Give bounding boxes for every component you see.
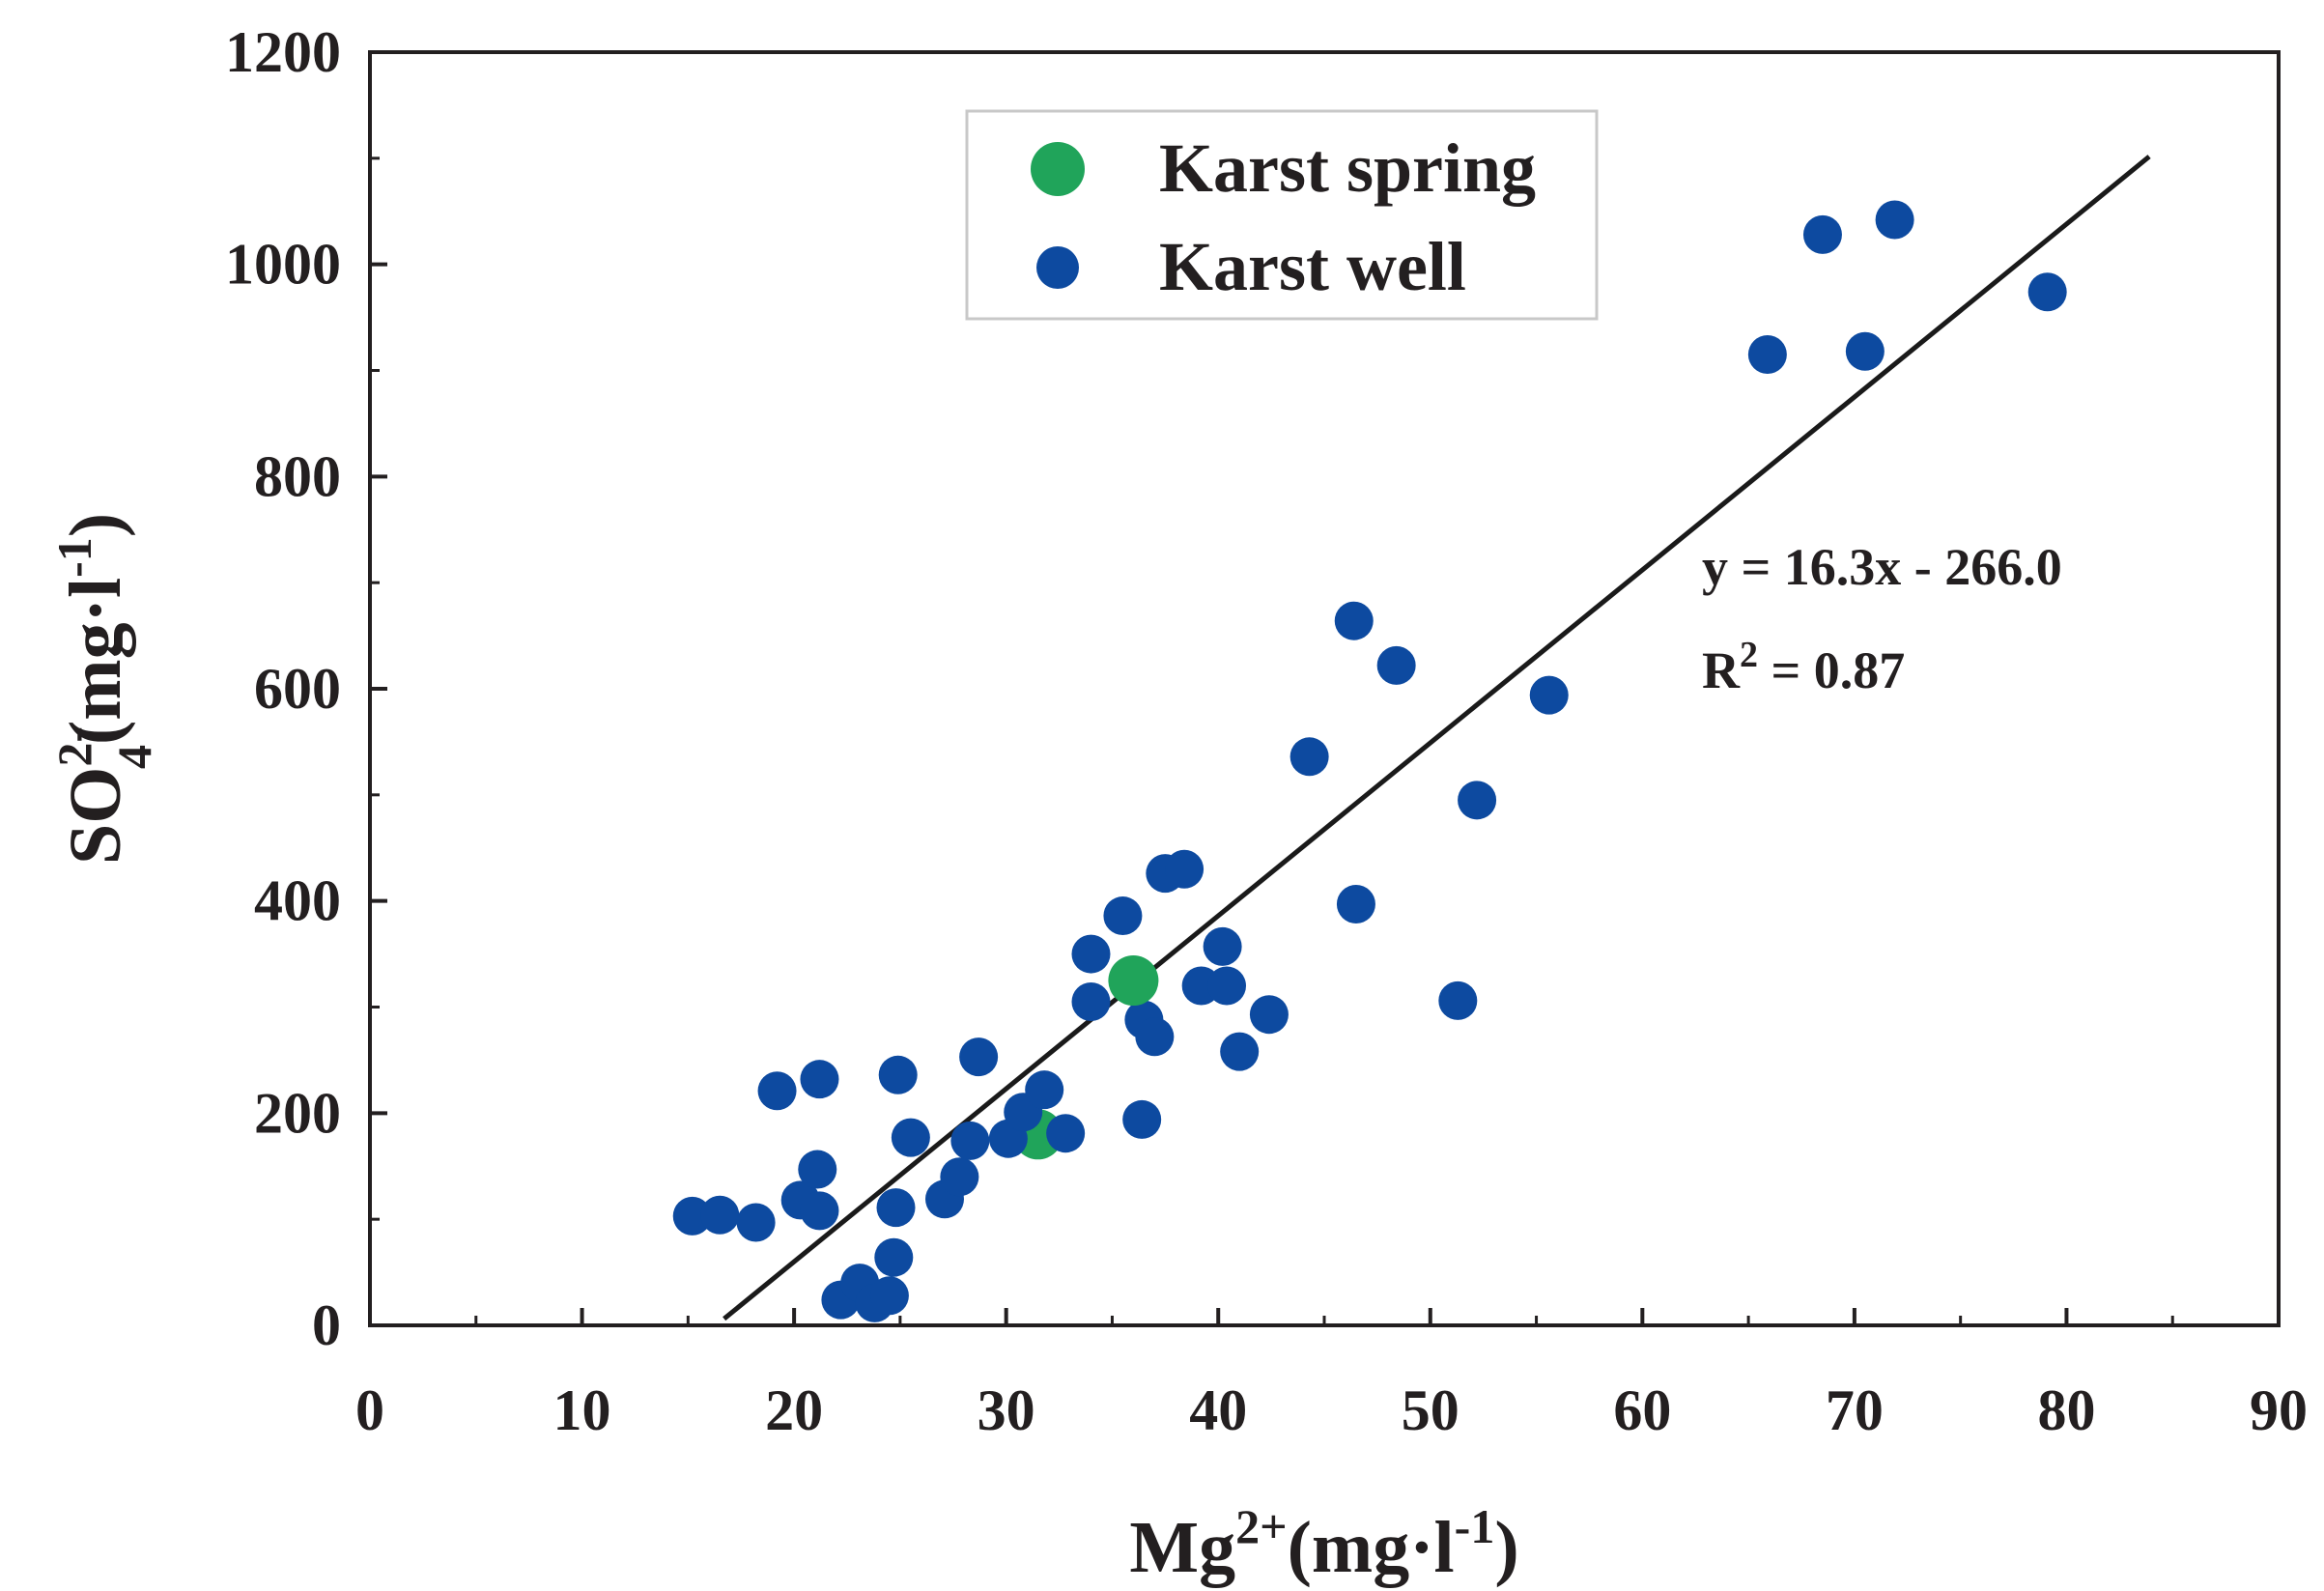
trendline-equation: y = 16.3x - 266.0 [1702,538,2062,596]
y-axis-title: SO2- 4(mg·l-1) [47,513,161,865]
x-tick-label: 80 [2037,1378,2095,1442]
point-karst-well [1747,335,1787,375]
point-karst-well [1103,896,1143,936]
point-karst-well [700,1195,740,1235]
point-karst-well [1802,214,1842,254]
legend: Karst spring Karst well [965,109,1599,321]
point-karst-well [1220,1032,1260,1071]
x-tick-label: 0 [355,1378,384,1442]
x-tick-label: 50 [1402,1378,1460,1442]
x-tick-label: 60 [1613,1378,1671,1442]
x-tick-label: 40 [1189,1378,1247,1442]
x-tick-labels: 0 10 20 30 40 50 60 70 80 90 [355,1378,2308,1442]
point-karst-well [2027,272,2067,312]
point-karst-well [800,1191,839,1231]
x-tick-label: 20 [765,1378,823,1442]
x-axis-title: Mg2+(mg·l-1) [1129,1499,1518,1588]
point-karst-well [1458,781,1497,820]
y-tick-label: 600 [254,657,341,721]
point-karst-well [1207,966,1247,1006]
x-tick-label: 70 [1826,1378,1884,1442]
y-tick-labels: 0 200 400 600 800 1000 1200 [225,20,341,1357]
point-karst-well [1046,1114,1086,1153]
point-karst-well [950,1121,990,1160]
point-karst-well [1135,1017,1175,1057]
point-karst-well [798,1150,837,1189]
trendline [723,155,2151,1321]
trendline-r2: R2 = 0.87 [1702,635,1905,699]
point-karst-well [1071,934,1111,974]
legend-label-karst-well: Karst well [1159,228,1466,305]
point-karst-well [1203,926,1242,966]
point-karst-well [1376,645,1416,685]
point-karst-well [1336,884,1375,923]
point-karst-well [800,1060,839,1099]
point-karst-well [1071,982,1111,1022]
point-karst-spring [1108,955,1159,1007]
point-karst-well [1122,1099,1162,1139]
point-karst-well [736,1203,776,1242]
point-karst-well [959,1037,999,1077]
legend-box [965,109,1599,321]
point-karst-well [1875,200,1914,240]
point-karst-well [869,1276,909,1316]
y-tick-label: 0 [312,1293,341,1357]
legend-label-karst-spring: Karst spring [1159,129,1536,207]
point-karst-well [940,1157,979,1197]
y-tick-label: 400 [254,869,341,933]
axis-ticks [368,50,2281,1327]
point-karst-well [1025,1070,1064,1110]
point-karst-well [1845,331,1885,371]
point-karst-well [757,1071,797,1111]
legend-marker-karst-well [1036,246,1079,289]
point-karst-well [1438,980,1478,1020]
point-karst-well [1290,737,1329,777]
point-karst-well [891,1118,930,1157]
point-karst-well [874,1237,914,1277]
point-karst-well [1249,995,1289,1035]
y-tick-label: 800 [254,444,341,508]
x-tick-label: 90 [2250,1378,2308,1442]
point-karst-well [672,1196,712,1236]
legend-marker-karst-spring [1031,142,1085,196]
point-karst-well [876,1188,916,1228]
point-karst-well [1165,849,1205,889]
y-tick-label: 1000 [225,233,341,297]
point-karst-well [878,1055,918,1094]
x-tick-label: 30 [978,1378,1035,1442]
point-karst-well [1529,675,1569,715]
x-tick-label: 10 [553,1378,611,1442]
point-karst-well [1334,601,1374,640]
data-points [672,200,2067,1322]
y-tick-label: 200 [254,1081,341,1145]
y-tick-label: 1200 [225,20,341,84]
